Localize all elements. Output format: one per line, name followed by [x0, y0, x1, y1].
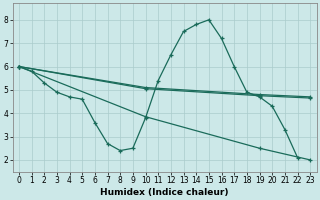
X-axis label: Humidex (Indice chaleur): Humidex (Indice chaleur) [100, 188, 229, 197]
